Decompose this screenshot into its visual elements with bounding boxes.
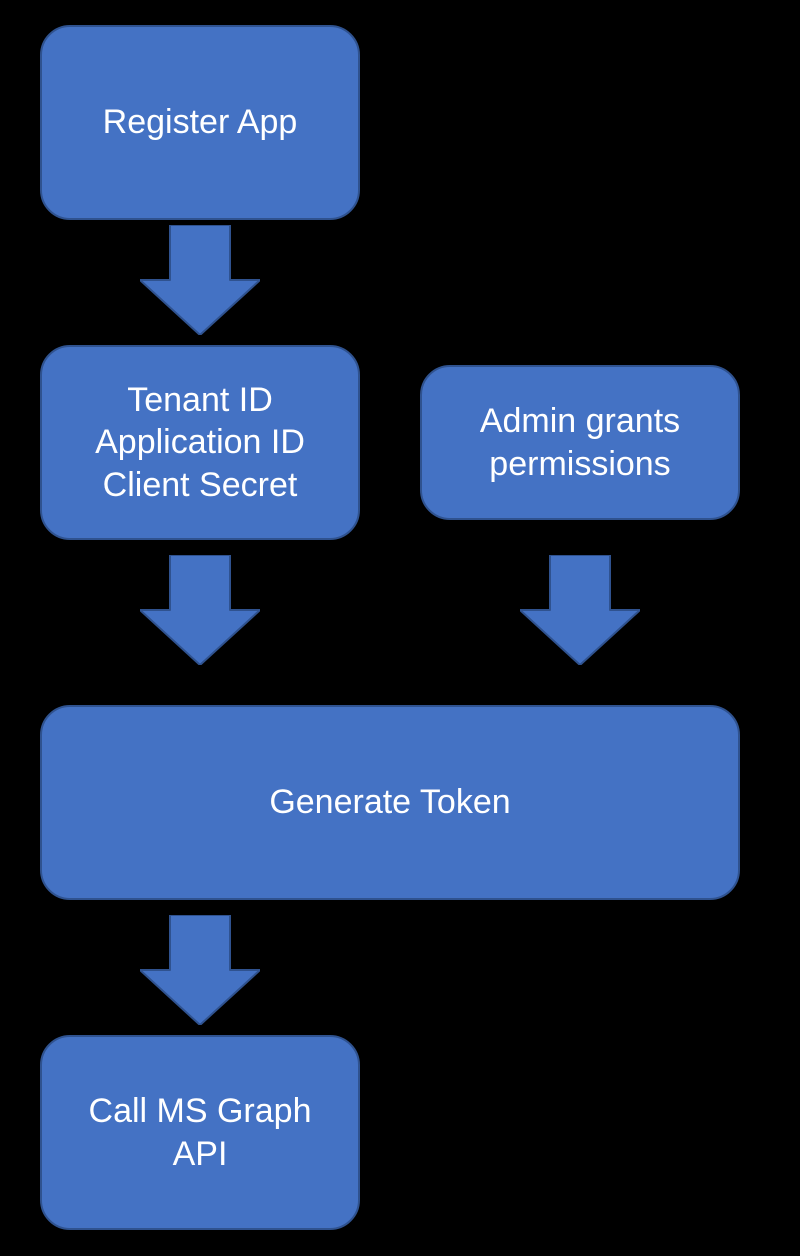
flow-node-label: Generate Token (269, 781, 510, 824)
flow-arrow-down-icon (140, 555, 260, 665)
flow-node-label-line2: permissions (489, 443, 670, 486)
flow-node-ids: Tenant ID Application ID Client Secret (40, 345, 360, 540)
flow-node-label-line2: API (173, 1133, 228, 1176)
flow-node-generate-token: Generate Token (40, 705, 740, 900)
flow-node-admin-grants: Admin grants permissions (420, 365, 740, 520)
flow-arrow-down-icon (520, 555, 640, 665)
flow-node-label-line1: Call MS Graph (89, 1090, 312, 1133)
flow-arrow-down-icon (140, 915, 260, 1025)
flow-node-label-line1: Admin grants (480, 400, 680, 443)
flow-node-label-line1: Tenant ID (127, 379, 273, 422)
flow-node-label: Register App (103, 101, 298, 144)
flow-node-register-app: Register App (40, 25, 360, 220)
flow-node-call-ms-graph: Call MS Graph API (40, 1035, 360, 1230)
flow-node-label-line2: Application ID (95, 421, 305, 464)
flow-arrow-down-icon (140, 225, 260, 335)
flow-node-label-line3: Client Secret (103, 464, 298, 507)
